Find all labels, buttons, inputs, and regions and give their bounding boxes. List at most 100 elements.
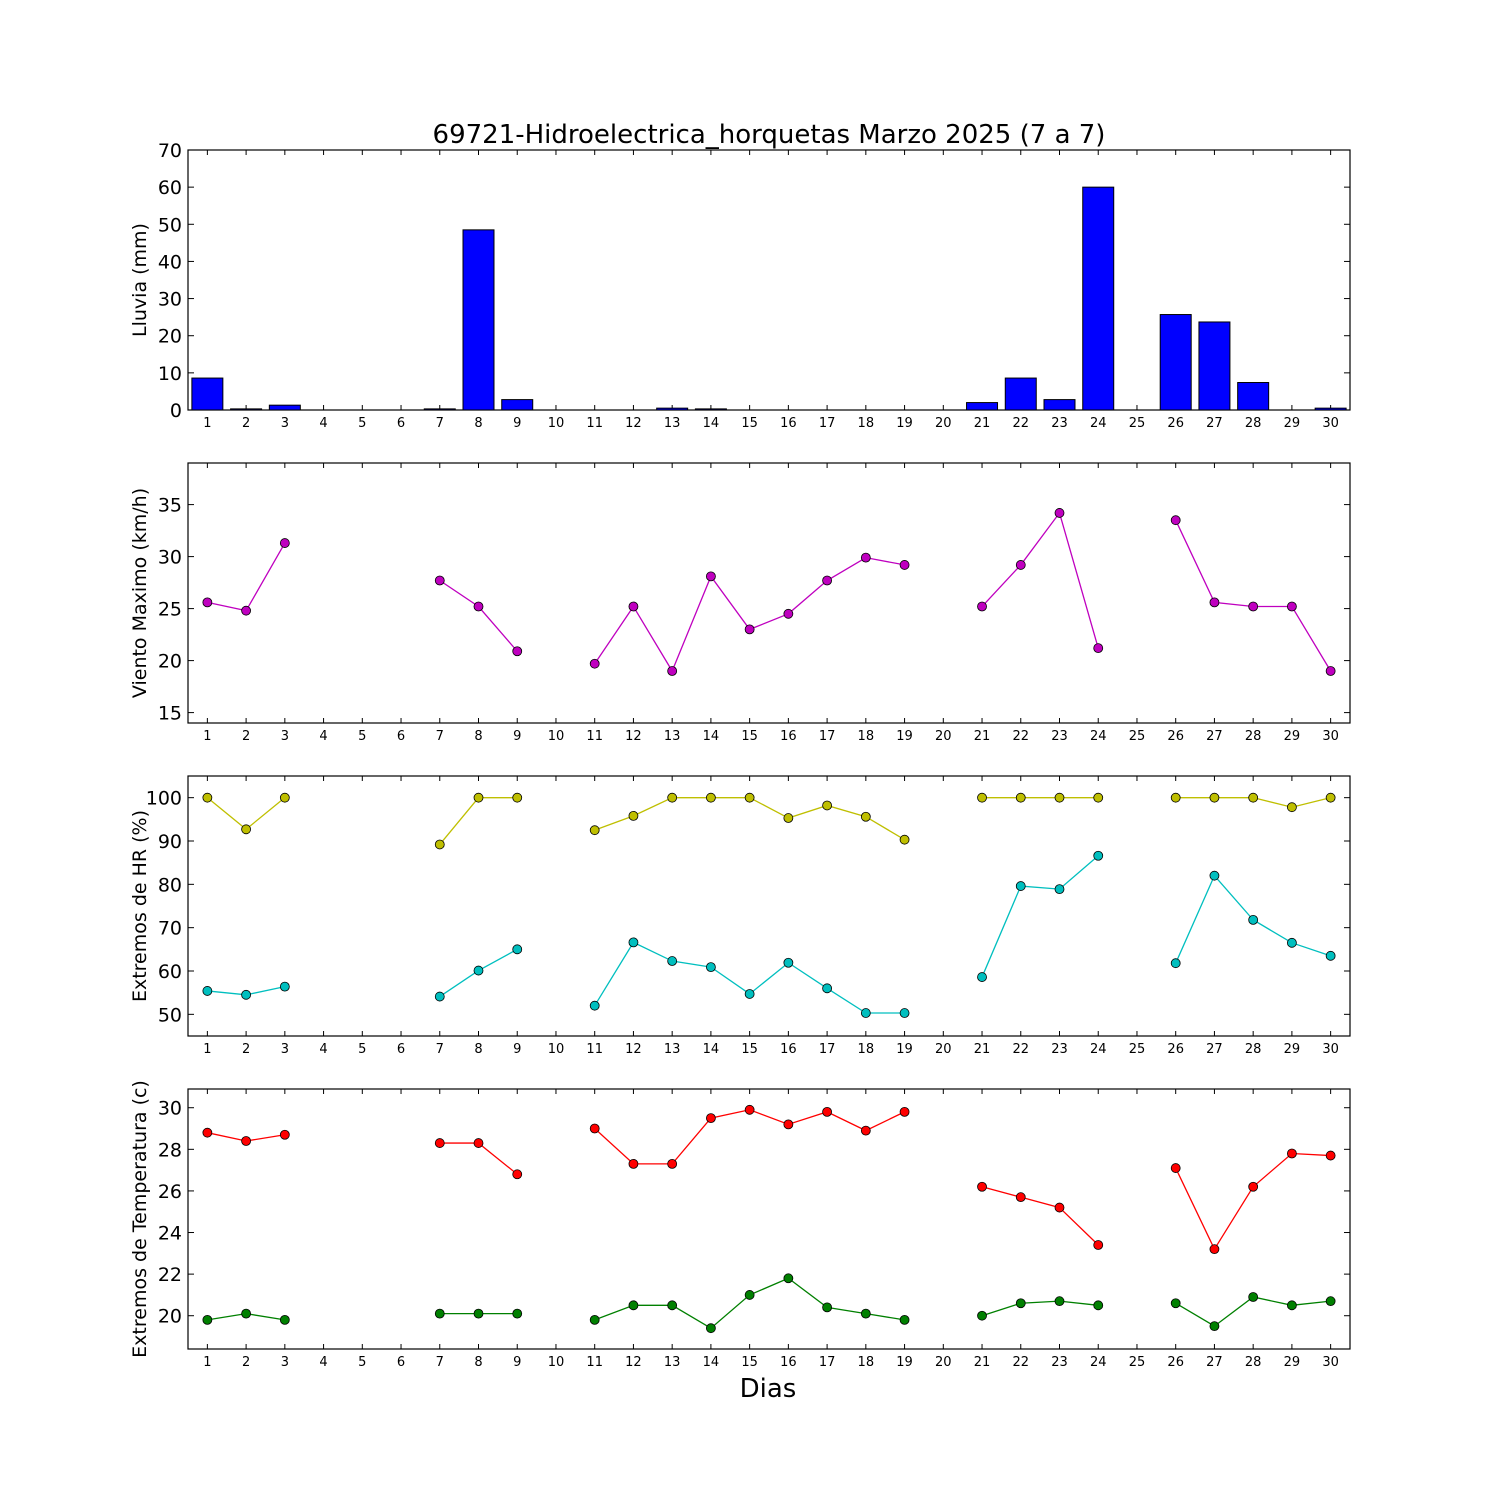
x-tick-label: 8: [474, 1042, 482, 1057]
point-series2-day-19: [899, 1314, 910, 1325]
x-tick-label: 21: [974, 416, 991, 431]
x-tick-label: 8: [474, 416, 482, 431]
bar-day-24: [1082, 186, 1115, 411]
x-tick-label: 9: [513, 1042, 521, 1057]
point-series2-day-9: [512, 1308, 523, 1319]
y-axis-label: Extremos de Temperatura (c): [129, 1080, 151, 1358]
point-series1-day-1: [202, 597, 213, 608]
point-series1-day-30: [1325, 792, 1336, 803]
point-series1-day-28: [1248, 1181, 1259, 1192]
point-series1-day-15: [744, 624, 755, 635]
x-tick-label: 8: [474, 729, 482, 744]
x-tick-label: 21: [974, 729, 991, 744]
point-series1-day-11: [589, 825, 600, 836]
series-line-1: [1175, 519, 1332, 672]
point-series1-day-24: [1093, 1240, 1104, 1250]
series-line-1: [981, 1186, 1099, 1246]
x-tick-label: 16: [780, 416, 797, 431]
x-tick-label: 30: [1322, 729, 1339, 744]
point-series2-day-24: [1093, 1300, 1104, 1311]
x-tick-label: 23: [1051, 416, 1068, 431]
point-series2-day-27: [1209, 1321, 1220, 1332]
point-series1-day-16: [783, 813, 794, 823]
x-tick-label: 16: [780, 729, 797, 744]
x-tick-label: 13: [664, 1355, 681, 1370]
point-series1-day-26: [1170, 515, 1181, 526]
point-series2-day-24: [1093, 850, 1104, 861]
point-series1-day-24: [1093, 643, 1104, 654]
point-series1-day-1: [202, 792, 213, 803]
y-tick-label: 28: [158, 1139, 182, 1161]
x-tick-label: 17: [819, 1042, 836, 1057]
x-tick-label: 12: [625, 416, 642, 431]
y-tick-label: 80: [158, 874, 182, 896]
x-tick-label: 26: [1167, 729, 1184, 744]
point-series2-day-1: [202, 1314, 213, 1325]
series-line-1: [594, 797, 905, 841]
bar-day-30: [1314, 407, 1347, 411]
x-tick-label: 27: [1206, 1042, 1223, 1057]
point-series1-day-22: [1015, 1192, 1026, 1203]
x-tick-label: 3: [281, 1042, 289, 1057]
point-series2-day-29: [1287, 937, 1297, 948]
point-series1-day-7: [434, 575, 445, 586]
point-series1-day-18: [860, 1125, 871, 1136]
point-series2-day-17: [822, 1302, 832, 1313]
x-tick-label: 1: [203, 1042, 211, 1057]
point-series2-day-18: [860, 1308, 871, 1319]
point-series1-day-11: [589, 1123, 600, 1134]
plot-frame: [187, 1088, 1351, 1350]
x-tick-label: 17: [819, 1355, 836, 1370]
point-series1-day-13: [667, 792, 678, 803]
x-tick-label: 24: [1090, 416, 1107, 431]
x-tick-label: 14: [703, 1042, 720, 1057]
x-tick-label: 24: [1090, 729, 1107, 744]
bar-day-28: [1237, 382, 1270, 411]
point-series2-day-23: [1054, 884, 1065, 894]
x-tick-label: 4: [319, 416, 327, 431]
point-series1-day-8: [473, 792, 484, 803]
x-tick-label: 18: [858, 416, 875, 431]
x-tick-label: 22: [1012, 729, 1029, 744]
x-tick-label: 24: [1090, 1355, 1107, 1370]
x-tick-label: 19: [896, 1355, 913, 1370]
bar-day-7: [423, 408, 456, 411]
point-series2-day-12: [628, 937, 639, 948]
x-tick-label: 2: [242, 416, 250, 431]
point-series1-day-27: [1209, 597, 1220, 608]
point-series2-day-22: [1015, 1298, 1026, 1309]
series-line-2: [981, 855, 1099, 978]
x-tick-label: 11: [586, 416, 603, 431]
x-tick-label: 4: [319, 1355, 327, 1370]
point-series2-day-27: [1209, 870, 1220, 881]
point-series2-day-7: [434, 1308, 445, 1319]
x-tick-label: 16: [780, 1355, 797, 1370]
x-tick-label: 30: [1322, 1355, 1339, 1370]
plot-frame: [187, 775, 1351, 1037]
point-series1-day-2: [241, 605, 252, 616]
point-series2-day-26: [1170, 958, 1181, 969]
y-tick-label: 60: [158, 177, 182, 199]
point-series1-day-19: [899, 834, 910, 845]
x-tick-label: 25: [1129, 416, 1146, 431]
point-series1-day-14: [706, 792, 716, 803]
point-series1-day-29: [1287, 802, 1297, 813]
x-tick-label: 8: [474, 1355, 482, 1370]
x-tick-label: 17: [819, 729, 836, 744]
x-tick-label: 1: [203, 416, 211, 431]
x-tick-label: 15: [741, 1042, 758, 1057]
y-tick-label: 22: [158, 1264, 182, 1286]
point-series1-day-29: [1287, 1148, 1297, 1159]
x-tick-label: 13: [664, 416, 681, 431]
x-tick-label: 27: [1206, 1355, 1223, 1370]
x-tick-label: 15: [741, 1355, 758, 1370]
point-series1-day-8: [473, 1138, 484, 1148]
point-series1-day-19: [899, 560, 910, 570]
point-series1-day-27: [1209, 1244, 1220, 1255]
point-series1-day-12: [628, 601, 639, 612]
point-series1-day-28: [1248, 601, 1259, 612]
bar-day-21: [966, 402, 999, 411]
bar-day-3: [268, 404, 301, 411]
x-tick-label: 10: [548, 416, 565, 431]
point-series1-day-14: [706, 571, 716, 582]
